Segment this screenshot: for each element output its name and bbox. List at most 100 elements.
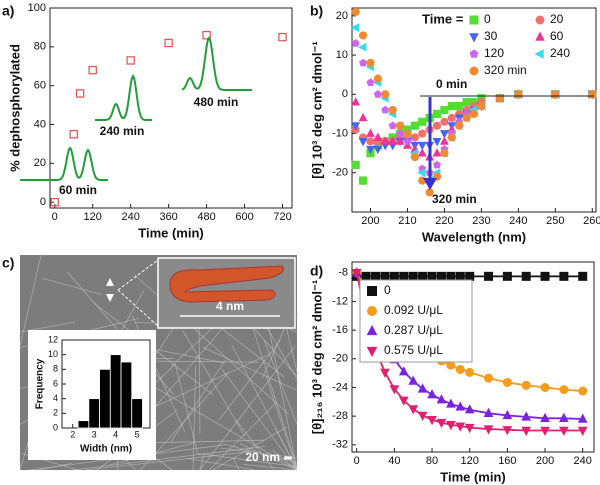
chromatogram (20, 146, 108, 181)
peak-label: 60 min (59, 183, 97, 197)
x-tick-label: 4 (113, 429, 118, 439)
point (462, 98, 471, 107)
y-tick-label: 10 (48, 349, 58, 359)
plot-frame (351, 7, 597, 213)
x-tick-label: 360 (159, 211, 177, 223)
annotation: 0 min (436, 77, 467, 91)
point (373, 132, 383, 141)
point (521, 380, 531, 390)
fiber (187, 457, 255, 471)
point (432, 138, 442, 147)
legend-label: 0 (384, 283, 391, 297)
fiber (220, 447, 298, 458)
scale-label: 4 nm (216, 299, 244, 313)
fiber (208, 402, 277, 471)
point (398, 396, 409, 406)
fiber-model (169, 265, 284, 303)
point (427, 416, 437, 426)
point (446, 271, 456, 281)
x-tick-label: 0 (354, 455, 360, 467)
point (559, 412, 569, 423)
peak-label: 240 min (100, 124, 145, 138)
point (358, 176, 368, 185)
point (432, 148, 442, 157)
y-axis-label: % dephosphorylated (7, 44, 22, 172)
point (588, 90, 597, 99)
legend-marker (469, 49, 479, 58)
x-tick-label: 240 (121, 211, 139, 223)
point (502, 409, 513, 420)
point (483, 407, 494, 417)
point (88, 65, 97, 75)
y-tick-label: -20 (332, 167, 348, 179)
point (395, 136, 405, 145)
x-tick-label: 240 (509, 215, 527, 227)
point (381, 90, 390, 99)
point (540, 426, 550, 436)
point (417, 383, 428, 393)
x-tick-label: 5 (135, 429, 140, 439)
point (465, 271, 475, 281)
arrow-head (423, 178, 437, 190)
point (361, 271, 371, 281)
y-axis-label: Frequency (35, 358, 46, 409)
fiber (182, 330, 246, 437)
x-axis-label: Width (nm) (80, 444, 132, 455)
point (502, 271, 512, 281)
point (455, 401, 466, 411)
point (551, 90, 560, 99)
legend-label: 20 (550, 12, 564, 26)
bar (99, 368, 111, 429)
point (389, 271, 399, 281)
point (366, 58, 375, 68)
panel-label: b) (310, 3, 323, 19)
y-tick-label: 12 (48, 334, 58, 344)
point (410, 133, 419, 142)
y-tick-label: -16 (332, 324, 348, 336)
fiber (42, 277, 102, 295)
plot-frame (351, 261, 595, 453)
point (366, 128, 375, 137)
point (477, 101, 486, 111)
point (436, 394, 447, 404)
bar (120, 361, 133, 429)
x-tick-label: 200 (361, 215, 379, 227)
point (439, 130, 449, 139)
legend-label: 30 (484, 29, 498, 43)
chromatogram (95, 73, 152, 121)
legend-marker (535, 15, 545, 25)
dashed-guide (117, 259, 159, 291)
point (446, 398, 456, 408)
fiber (72, 446, 266, 471)
x-tick-label: 480 (197, 211, 215, 223)
point (371, 271, 381, 281)
point (410, 121, 419, 130)
peak-label: 480 min (194, 95, 239, 109)
arrow-marker (106, 278, 114, 302)
x-tick-label: 0 (52, 211, 58, 223)
bar (109, 354, 122, 429)
point (388, 105, 397, 115)
point (464, 423, 475, 434)
point (366, 137, 375, 146)
y-tick-label: 10 (336, 49, 348, 61)
point (578, 271, 588, 281)
point (417, 411, 428, 421)
point (418, 129, 427, 138)
x-tick-label: 260 (583, 215, 600, 227)
fiber (192, 365, 197, 471)
scale-label: 20 nm (245, 450, 280, 464)
y-tick-label: 8 (53, 364, 58, 374)
x-tick-label: 210 (398, 215, 416, 227)
y-tick-label: 80 (34, 41, 46, 53)
y-tick-label: 0 (342, 88, 348, 100)
x-tick-label: 2 (70, 429, 75, 439)
point (403, 129, 412, 138)
point (418, 271, 428, 281)
fiber (146, 382, 298, 470)
point (502, 426, 513, 436)
y-tick-label: 60 (34, 80, 46, 92)
point (433, 160, 442, 169)
panel-label: a) (2, 3, 14, 19)
point (427, 271, 437, 281)
